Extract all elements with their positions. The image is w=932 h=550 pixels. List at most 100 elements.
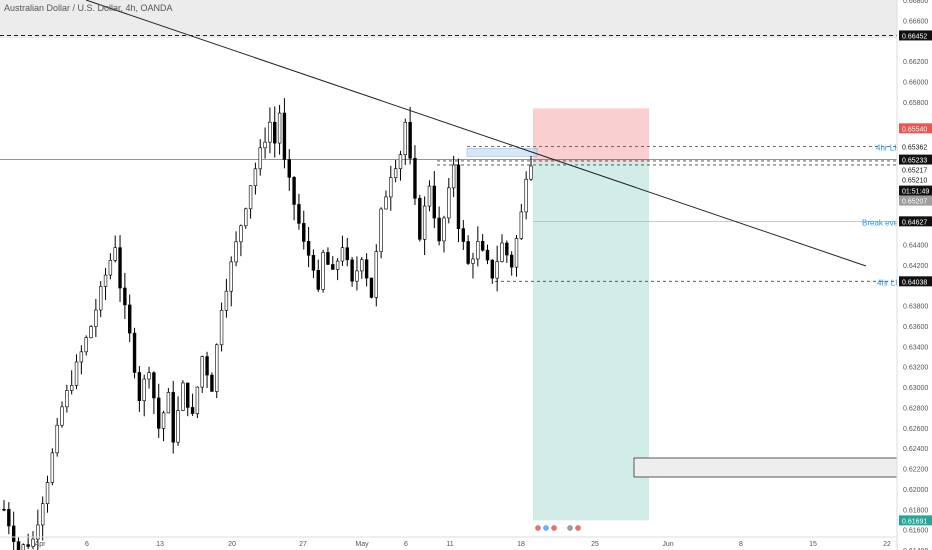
candle-body: [529, 165, 533, 180]
time-tick-label: 15: [809, 541, 817, 548]
price-tick-label: 0.63800: [903, 304, 928, 311]
candle-body: [345, 247, 349, 261]
candle-body: [65, 390, 69, 408]
candle-body: [456, 164, 461, 229]
candle-body: [45, 482, 50, 505]
candle-body: [311, 255, 316, 271]
candle-body: [350, 259, 354, 282]
time-axis[interactable]: Apr 6 13 20 27 May 6 11 18 25 Jun 8 15 22: [0, 536, 897, 548]
candle-body: [258, 147, 262, 170]
candle-body: [142, 378, 146, 402]
time-tick-label: 8: [739, 541, 743, 548]
entry-highlight: [466, 148, 538, 157]
price-tick-label: 0.66200: [903, 59, 928, 66]
stop-price-label-bg: [899, 123, 932, 134]
time-tick-label: 6: [85, 541, 89, 548]
demand-zone-box[interactable]: [633, 457, 898, 478]
candle-body: [36, 524, 40, 540]
price-tick-label: 0.63600: [903, 324, 928, 331]
price-tick-label: 0.66000: [903, 79, 928, 86]
price-tick-label: 0.62600: [903, 426, 928, 433]
candle-body: [79, 351, 84, 363]
candle-body: [331, 264, 335, 270]
candle-body: [137, 372, 142, 402]
candle-body: [398, 154, 403, 170]
candle-body: [69, 385, 74, 391]
candle-body: [171, 392, 175, 443]
countdown-label-bg: [899, 185, 932, 196]
candle-body: [500, 242, 504, 262]
candle-body: [505, 242, 509, 256]
candle-body: [292, 177, 296, 205]
candle-body: [166, 392, 171, 414]
candle-body: [413, 157, 417, 199]
candle-body: [282, 112, 287, 160]
candle-body: [108, 260, 113, 276]
candle-body: [123, 287, 127, 306]
candle-body: [161, 412, 166, 429]
candle-body: [316, 269, 320, 290]
price-axis[interactable]: 0.66800 0.66600 0.66200 0.66000 0.65800 0.644…: [896, 0, 932, 550]
candle-body: [263, 141, 267, 149]
candle-body: [466, 241, 470, 264]
time-tick-label: 22: [883, 541, 891, 548]
candle-body: [40, 503, 45, 526]
price-tick-label: 0.64400: [903, 242, 928, 249]
horizontal-levels: [0, 34, 897, 282]
ll-annotation: 4hr LL: [877, 278, 900, 287]
candle-body: [118, 247, 122, 289]
price-tick-label: 0.63200: [903, 365, 928, 372]
candle-body: [302, 223, 306, 242]
candle-body: [94, 309, 98, 327]
candle-body: [210, 374, 214, 392]
ll-price-label-bg: [899, 276, 932, 287]
price-label-p3: 0.65207: [902, 199, 927, 206]
candle-body: [224, 290, 229, 311]
candle-body: [471, 258, 475, 264]
economic-event-icon: [542, 524, 550, 532]
price-axis-background: [897, 0, 932, 550]
candle-body: [277, 112, 282, 144]
time-tick-label: May: [355, 541, 369, 548]
candle-body: [297, 204, 301, 224]
candle-body: [287, 159, 291, 178]
candle-body: [181, 382, 185, 411]
candle-body: [418, 197, 422, 240]
candle-body: [360, 259, 364, 272]
time-tick-label: 20: [228, 541, 236, 548]
price-tick-label: 0.61400: [903, 548, 928, 550]
candle-body: [364, 259, 369, 279]
events-marker[interactable]: [534, 524, 582, 532]
lh-price-label: 0.65362: [902, 144, 927, 151]
candle-body: [514, 238, 519, 268]
candle-body: [442, 217, 446, 242]
trendline[interactable]: [85, 0, 867, 267]
top-shaded-band: [0, 0, 897, 38]
candle-body: [422, 205, 427, 240]
candle-body: [132, 332, 137, 373]
time-tick-label: Jun: [662, 541, 673, 548]
candle-body: [7, 509, 11, 527]
candle-body: [485, 249, 490, 261]
candle-body: [519, 211, 524, 239]
price-tick-label: 0.63400: [903, 344, 928, 351]
break-even-price-label-bg: [899, 216, 932, 227]
position-zones: [533, 108, 649, 521]
candle-body: [461, 228, 466, 242]
candle-body: [31, 538, 35, 547]
economic-event-icon: [574, 524, 582, 532]
break-even-price-label: 0.64627: [902, 219, 927, 226]
candle-body: [490, 259, 495, 279]
price-tick-label: 0.61600: [903, 528, 928, 535]
price-tick-label: 0.62200: [903, 467, 928, 474]
candle-body: [2, 508, 6, 511]
candle-body: [244, 208, 248, 227]
economic-event-icon: [534, 524, 542, 532]
candle-body: [26, 544, 30, 547]
candles: [2, 98, 533, 550]
candle-body: [74, 361, 79, 386]
candle-body: [113, 247, 117, 261]
candle-body: [355, 270, 359, 282]
candle-body: [21, 544, 26, 550]
